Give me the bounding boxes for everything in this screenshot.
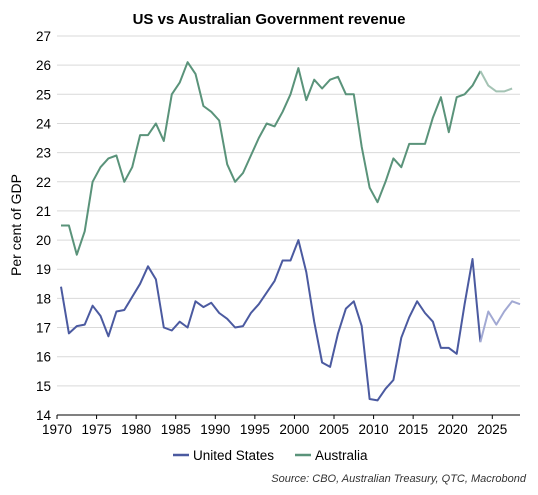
x-tick-label: 2000 (279, 422, 309, 437)
gridlines (57, 35, 520, 387)
x-tick-label: 1980 (121, 422, 151, 437)
united-states-line (60, 239, 482, 402)
x-tick-labels: 1970 1975 1980 1985 1990 1995 2000 2005 2010 2015… (42, 422, 507, 437)
united-states-forecast-line (479, 300, 521, 343)
legend-label-australia: Australia (315, 448, 368, 463)
y-tick-labels: 14 15 16 17 18 19 20 21 22 23 24 25 26 27 (36, 29, 52, 423)
y-tick-label: 17 (36, 321, 51, 336)
legend: United States Australia (173, 448, 368, 463)
series-lines (60, 61, 521, 402)
y-tick-label: 20 (36, 233, 51, 248)
y-tick-label: 26 (36, 58, 51, 73)
chart-title: US vs Australian Government revenue (133, 11, 406, 28)
x-tick-label: 1990 (200, 422, 230, 437)
y-tick-label: 25 (36, 87, 51, 102)
y-tick-label: 15 (36, 379, 51, 394)
y-tick-label: 23 (36, 146, 51, 161)
x-tick-label: 1995 (240, 422, 270, 437)
y-tick-label: 18 (36, 291, 51, 306)
y-tick-label: 14 (36, 408, 52, 423)
x-tick-label: 1970 (42, 422, 72, 437)
x-tick-label: 2020 (438, 422, 468, 437)
y-tick-label: 21 (36, 204, 51, 219)
x-tick-label: 2015 (398, 422, 428, 437)
axes (56, 414, 520, 419)
y-tick-label: 19 (36, 262, 51, 277)
y-tick-label: 24 (36, 116, 52, 131)
australia-line (61, 61, 482, 256)
australia-forecast-line (479, 70, 513, 93)
y-axis-label: Per cent of GDP (8, 174, 24, 276)
x-tick-label: 2010 (359, 422, 389, 437)
x-tick-label: 1985 (161, 422, 191, 437)
legend-label-united-states: United States (193, 448, 274, 463)
y-tick-label: 16 (36, 350, 51, 365)
x-tick-label: 1975 (82, 422, 112, 437)
x-tick-label: 2025 (477, 422, 507, 437)
y-tick-label: 22 (36, 175, 51, 190)
y-tick-label: 27 (36, 29, 51, 44)
x-tick-label: 2005 (319, 422, 349, 437)
source-note: Source: CBO, Australian Treasury, QTC, M… (271, 473, 527, 485)
